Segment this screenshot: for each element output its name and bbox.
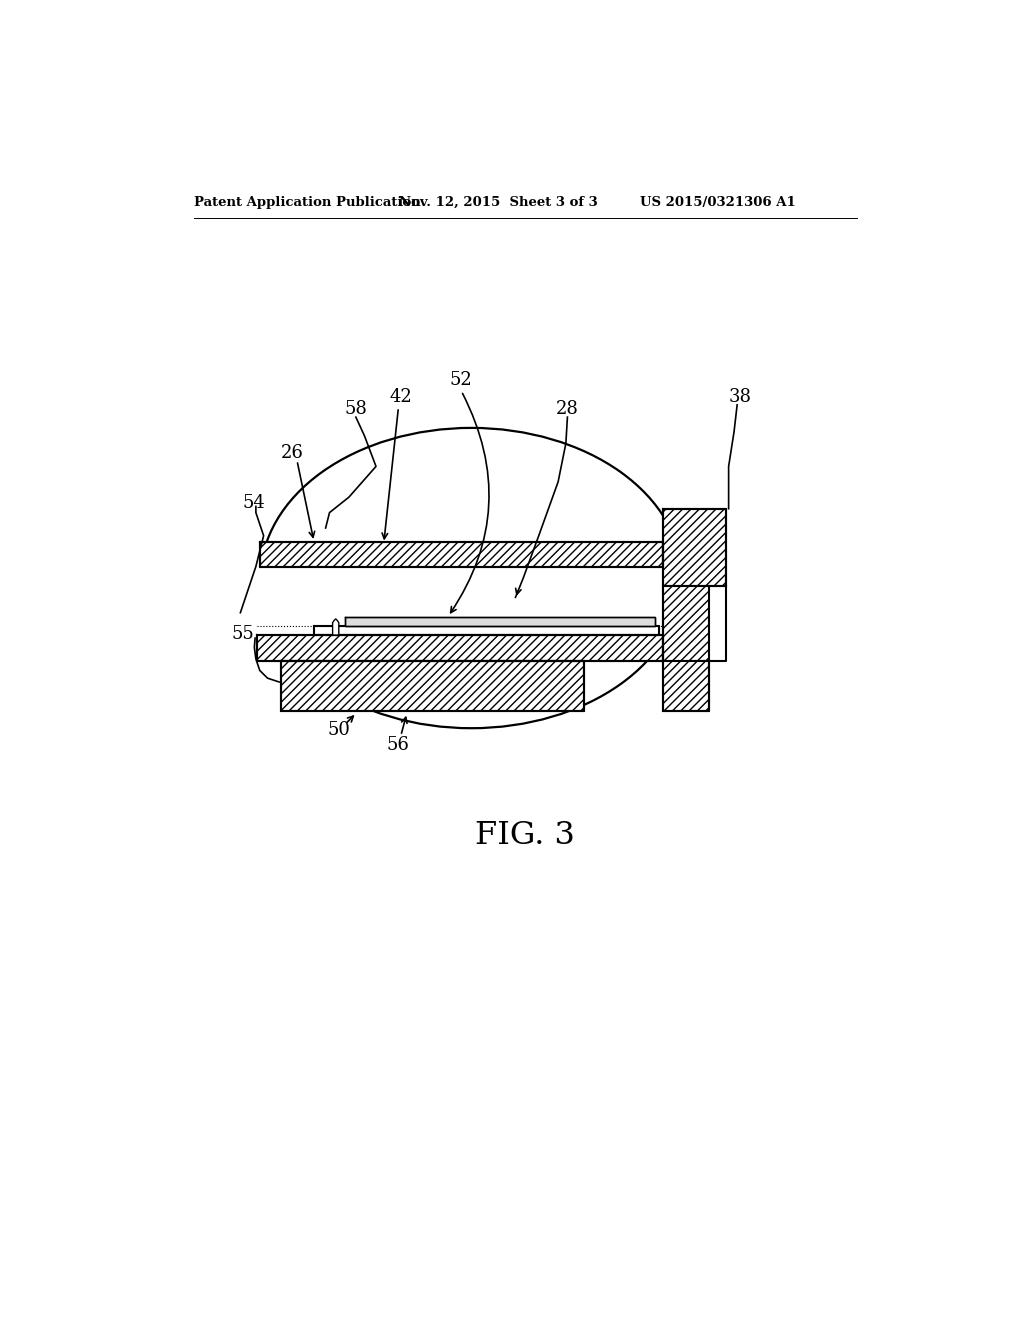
Text: 56: 56 [386, 737, 410, 754]
Bar [257, 566, 663, 635]
Text: Patent Application Publication: Patent Application Publication [194, 195, 421, 209]
Bar [282, 661, 584, 711]
Text: 50: 50 [328, 721, 350, 739]
Text: 54: 54 [243, 494, 265, 512]
Text: 52: 52 [450, 371, 473, 389]
Bar [663, 586, 710, 661]
Text: Nov. 12, 2015  Sheet 3 of 3: Nov. 12, 2015 Sheet 3 of 3 [399, 195, 598, 209]
Polygon shape [333, 619, 339, 635]
Text: 28: 28 [556, 400, 579, 418]
Text: 26: 26 [281, 444, 304, 462]
Text: US 2015/0321306 A1: US 2015/0321306 A1 [640, 195, 796, 209]
Text: 58: 58 [344, 400, 368, 417]
Bar [257, 635, 663, 661]
Text: 42: 42 [389, 388, 413, 407]
Bar [663, 661, 710, 711]
Text: FIG. 3: FIG. 3 [475, 821, 574, 851]
Bar [345, 616, 655, 626]
Bar [314, 626, 658, 635]
Bar [260, 543, 663, 566]
Text: 55: 55 [231, 626, 254, 643]
Text: 38: 38 [729, 388, 752, 407]
Bar [663, 508, 726, 586]
